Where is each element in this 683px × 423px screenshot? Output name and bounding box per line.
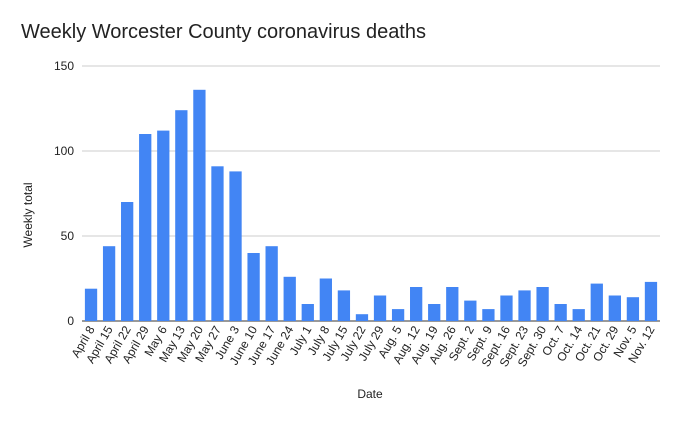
bar	[608, 295, 621, 321]
bar	[247, 253, 260, 321]
bars	[84, 89, 658, 321]
bar	[301, 304, 314, 321]
y-tick-label: 100	[54, 144, 74, 158]
bar	[626, 297, 640, 321]
bar	[139, 134, 152, 321]
chart-title: Weekly Worcester County coronavirus deat…	[21, 21, 426, 43]
bar	[211, 166, 224, 321]
bar	[229, 171, 242, 321]
bar	[391, 309, 405, 321]
bar	[175, 110, 188, 321]
bar	[518, 290, 531, 321]
bar	[319, 278, 332, 321]
bar	[464, 300, 477, 321]
bar	[554, 304, 567, 321]
bar	[337, 290, 351, 321]
bar	[283, 276, 296, 321]
bar	[572, 309, 585, 321]
bar	[644, 281, 658, 321]
bar	[590, 283, 603, 321]
bar	[193, 89, 206, 321]
x-axis-label: Date	[357, 387, 383, 401]
bar	[536, 287, 549, 321]
bar	[373, 295, 387, 321]
bar	[121, 202, 134, 321]
bar	[157, 130, 170, 321]
bar	[500, 295, 513, 321]
bar	[355, 314, 369, 321]
bar	[428, 304, 441, 321]
bar	[84, 288, 98, 321]
y-tick-labels: 0 50 100 150	[54, 59, 74, 328]
y-tick-label: 50	[61, 229, 75, 243]
y-axis-label: Weekly total	[21, 182, 35, 247]
bar	[446, 287, 459, 321]
bar	[482, 309, 495, 321]
bar	[265, 246, 278, 321]
y-tick-label: 0	[67, 314, 74, 328]
bar	[102, 246, 116, 321]
bar	[410, 287, 423, 321]
y-tick-label: 150	[54, 59, 74, 73]
